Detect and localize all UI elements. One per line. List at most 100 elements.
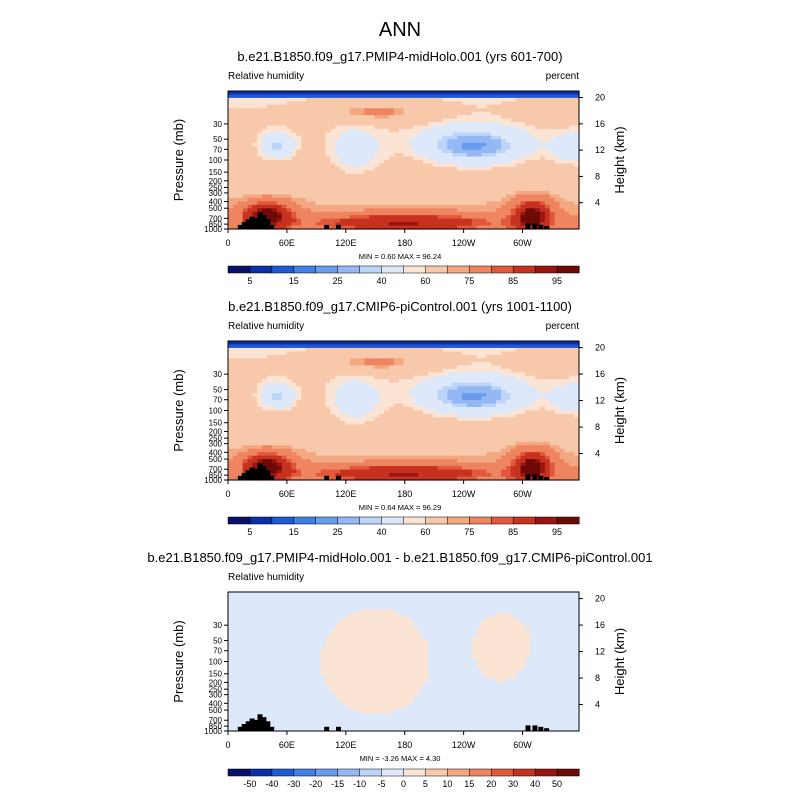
topography	[265, 219, 271, 229]
field-cell	[359, 427, 366, 432]
field-cell	[364, 211, 370, 216]
field-cell	[296, 413, 302, 419]
colorbar-swatch	[227, 265, 251, 274]
field-cell	[330, 160, 336, 165]
field-cell	[359, 149, 366, 154]
field-cell	[340, 142, 346, 147]
field-cell	[540, 194, 546, 199]
field-cell	[540, 400, 546, 405]
field-cell	[462, 201, 468, 206]
field-cell	[232, 194, 239, 199]
field-cell	[340, 215, 346, 220]
field-cell	[447, 173, 453, 178]
y-tick-label: 850	[209, 220, 223, 229]
field-cell	[530, 347, 536, 353]
field-cell	[247, 201, 253, 206]
field-cell	[232, 424, 239, 429]
field-cell	[569, 344, 575, 349]
field-cell	[466, 396, 473, 401]
field-cell	[379, 101, 385, 106]
field-cell	[393, 382, 400, 387]
field-cell	[354, 417, 361, 422]
field-cell	[540, 166, 546, 171]
field-cell	[374, 341, 380, 346]
field-cell	[432, 372, 439, 377]
field-cell	[306, 187, 312, 192]
field-cell	[452, 108, 458, 113]
field-cell	[457, 420, 463, 425]
colorbar-swatch	[469, 265, 492, 274]
field-cell	[267, 191, 273, 196]
field-cell	[398, 146, 405, 151]
field-cell	[262, 115, 268, 120]
field-cell	[330, 146, 336, 151]
field-cell	[232, 104, 239, 109]
field-cell	[515, 149, 522, 154]
field-cell	[501, 160, 507, 165]
field-cell	[525, 208, 531, 213]
field-cell	[262, 166, 268, 171]
field-cell	[505, 417, 512, 422]
field-cell	[345, 91, 351, 96]
field-cell	[471, 170, 478, 175]
field-cell	[228, 125, 234, 130]
field-cell	[418, 386, 424, 391]
field-cell	[457, 177, 463, 182]
field-cell	[457, 379, 463, 384]
field-cell	[471, 420, 478, 425]
field-cell	[267, 396, 273, 401]
field-cell	[247, 108, 253, 113]
field-cell	[257, 413, 263, 419]
field-cell	[486, 222, 492, 227]
field-cell	[384, 379, 390, 384]
field-cell	[296, 197, 302, 202]
field-cell	[247, 413, 253, 419]
field-cell	[301, 400, 307, 405]
field-cell	[564, 142, 570, 147]
field-cell	[242, 101, 249, 106]
field-cell	[471, 177, 478, 182]
field-cell	[427, 420, 434, 425]
field-cell	[296, 101, 302, 106]
field-cell	[525, 191, 531, 196]
field-cell	[466, 379, 473, 384]
field-cell	[267, 361, 273, 366]
field-cell	[427, 142, 434, 147]
field-cell	[432, 201, 439, 206]
field-cell	[271, 396, 278, 401]
field-cell	[569, 211, 575, 216]
field-cell	[554, 341, 561, 346]
field-cell	[457, 351, 463, 356]
field-cell	[471, 118, 478, 123]
field-cell	[257, 94, 263, 99]
field-cell	[452, 177, 458, 182]
field-cell	[462, 108, 468, 113]
field-cell	[315, 97, 322, 102]
field-cell	[486, 351, 492, 356]
field-cell	[530, 180, 536, 185]
field-cell	[364, 197, 370, 202]
field-cell	[569, 368, 575, 373]
field-cell	[549, 396, 556, 401]
field-cell	[442, 410, 448, 415]
field-cell	[359, 163, 366, 168]
field-cell	[457, 94, 463, 99]
field-cell	[252, 393, 258, 398]
field-cell	[408, 386, 414, 391]
field-cell	[559, 173, 565, 178]
field-cell	[442, 197, 448, 202]
field-cell	[408, 208, 414, 213]
field-cell	[237, 354, 244, 359]
field-cell	[462, 417, 468, 422]
field-cell	[252, 132, 258, 137]
field-cell	[398, 97, 405, 102]
field-cell	[340, 379, 346, 384]
field-cell	[330, 417, 336, 422]
field-cell	[345, 160, 351, 165]
field-cell	[276, 344, 283, 349]
field-cell	[276, 160, 283, 165]
field-cell	[476, 187, 483, 192]
field-cell	[335, 108, 341, 113]
field-cell	[359, 187, 366, 192]
field-cell	[369, 108, 375, 113]
